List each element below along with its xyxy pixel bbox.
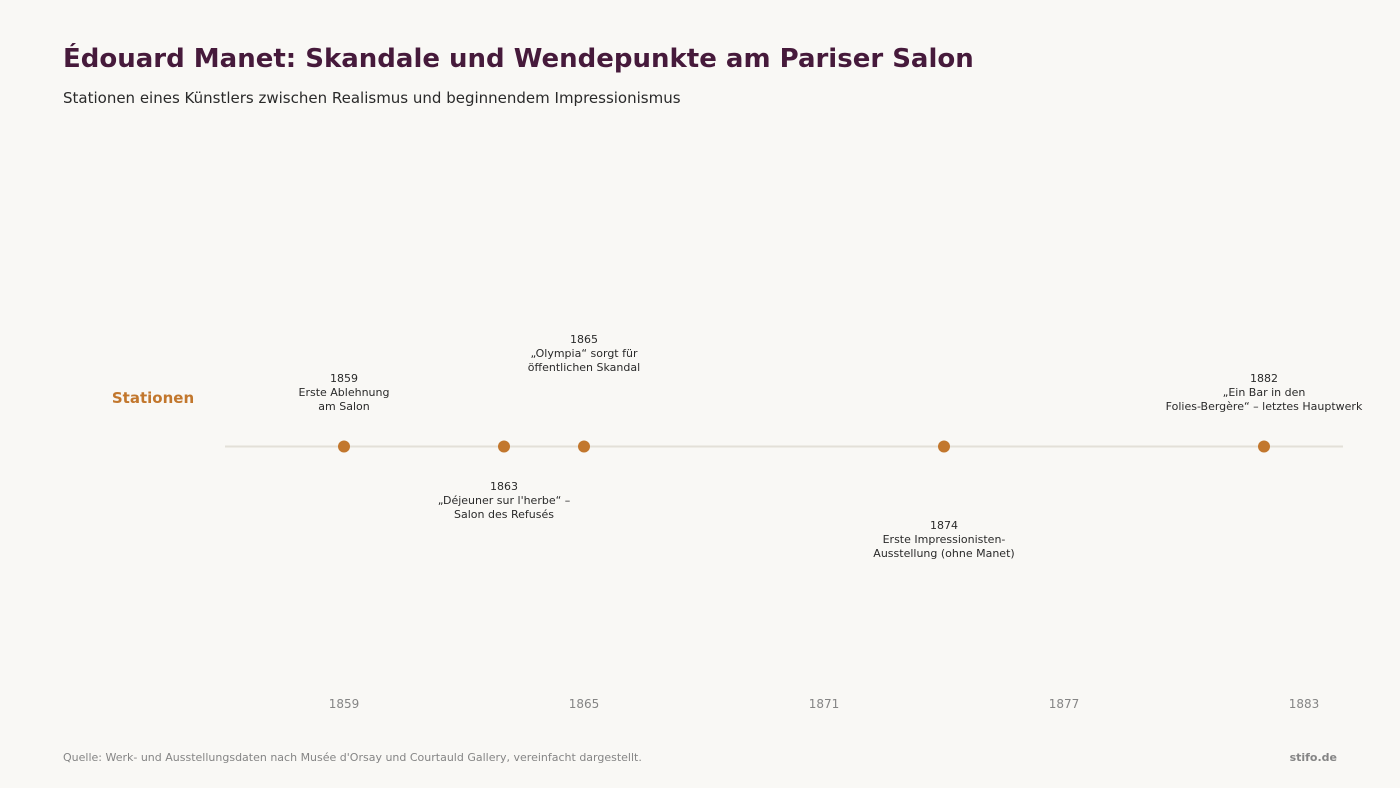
event-label: 1874 Erste Impressionisten-Ausstellung (o… xyxy=(873,519,1014,560)
x-tick-label: 1877 xyxy=(1049,697,1080,711)
event-label-line: 1865 xyxy=(570,333,598,346)
event-label: 1882 „Ein Bar in den Folies-Bergère“ – let… xyxy=(1166,372,1363,413)
row-label: Stationen xyxy=(112,389,194,407)
event-label-line: 1863 xyxy=(490,480,518,493)
event-label-line: 1859 xyxy=(330,372,358,385)
event-label-line: am Salon xyxy=(318,400,369,413)
event-label-line: Erste Impressionisten- xyxy=(883,533,1006,546)
event-label-line: 1874 xyxy=(930,519,958,532)
x-tick-label: 1883 xyxy=(1289,697,1320,711)
event-label-line: 1882 xyxy=(1250,372,1278,385)
event-label-line: Folies-Bergère“ – letztes Hauptwerk xyxy=(1166,400,1363,413)
x-tick-label: 1865 xyxy=(569,697,600,711)
event-label: 1863 „Déjeuner sur l'herbe“ – Salon des Re… xyxy=(438,480,571,521)
brand-label: stifo.de xyxy=(1289,751,1337,764)
x-tick-label: 1859 xyxy=(329,697,360,711)
event-marker[interactable] xyxy=(938,440,950,453)
event-marker[interactable] xyxy=(498,440,510,453)
event-marker[interactable] xyxy=(1258,440,1270,453)
event-label-line: „Ein Bar in den xyxy=(1223,386,1306,399)
x-tick-label: 1871 xyxy=(809,697,840,711)
event-label-line: Salon des Refusés xyxy=(454,508,554,521)
event-label-line: „Olympia“ sorgt für xyxy=(531,347,638,360)
event-label: 1859 Erste Ablehnung am Salon xyxy=(299,372,390,413)
event-label-line: „Déjeuner sur l'herbe“ – xyxy=(438,494,571,507)
event-label-line: Erste Ablehnung xyxy=(299,386,390,399)
event-marker[interactable] xyxy=(338,440,350,453)
event-label-line: öffentlichen Skandal xyxy=(528,361,640,374)
event-marker[interactable] xyxy=(578,440,590,453)
source-note: Quelle: Werk- und Ausstellungsdaten nach… xyxy=(63,751,642,764)
event-label-line: Ausstellung (ohne Manet) xyxy=(873,547,1014,560)
event-label: 1865 „Olympia“ sorgt für öffentlichen Skan… xyxy=(528,333,640,374)
chart-subtitle: Stationen eines Künstlers zwischen Reali… xyxy=(63,89,681,107)
chart-title: Édouard Manet: Skandale und Wendepunkte … xyxy=(63,44,974,74)
